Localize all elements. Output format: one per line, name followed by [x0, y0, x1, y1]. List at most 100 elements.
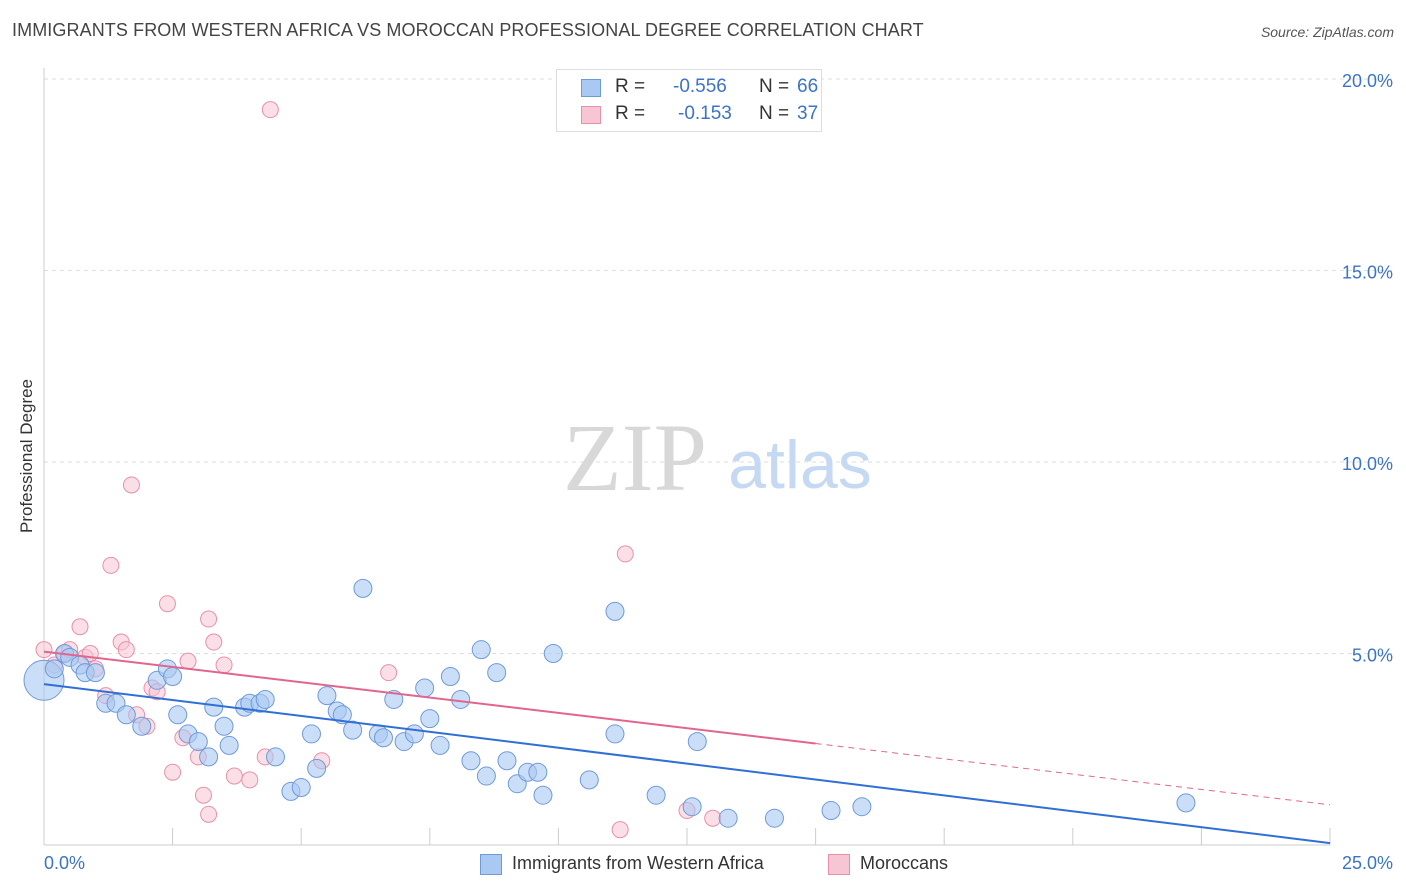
moroccans-point	[241, 771, 259, 789]
western-africa-point	[291, 778, 311, 798]
source-label: Source: ZipAtlas.com	[1260, 24, 1394, 40]
legend-r-label: R =	[615, 103, 646, 124]
y-tick-label: 20.0%	[1342, 71, 1393, 91]
moroccans-point	[380, 664, 398, 682]
legend-r-label: R =	[615, 76, 646, 97]
moroccans-trend-extension	[815, 743, 1331, 806]
x-tick-label: 0.0%	[44, 853, 85, 873]
correlation-legend: R = -0.556 N = 66 R = -0.153 N = 37	[556, 69, 822, 132]
western-africa-point	[85, 663, 105, 683]
western-africa-point	[301, 724, 321, 744]
y-tick-label: 10.0%	[1342, 454, 1393, 474]
western-africa-point	[579, 770, 599, 790]
western-africa-point	[415, 678, 435, 698]
western-africa-point	[605, 724, 625, 744]
moroccans-point	[164, 763, 182, 781]
western-africa-point	[214, 716, 234, 736]
moroccans-point	[158, 595, 176, 613]
western-africa-point	[687, 732, 707, 752]
axes	[43, 68, 1331, 846]
moroccans-point	[215, 656, 233, 674]
legend-n-value: 66	[797, 76, 819, 97]
western-africa-point	[132, 716, 152, 736]
western-africa-point	[163, 666, 183, 686]
moroccans-point	[122, 476, 140, 494]
trend-lines	[43, 650, 1331, 845]
western-africa-point	[487, 663, 507, 683]
western-africa-point	[718, 808, 738, 828]
legend-n-label: N =	[759, 103, 790, 124]
western-africa-point	[1176, 793, 1196, 813]
western-africa-point	[44, 659, 64, 679]
grid-lines	[44, 78, 1395, 654]
western-africa-point	[461, 751, 481, 771]
western-africa-point	[430, 735, 450, 755]
moroccans-point	[225, 767, 243, 785]
western-africa-point	[852, 797, 872, 817]
moroccans-point	[205, 633, 223, 651]
western-africa-point	[307, 758, 327, 778]
moroccans-point	[200, 805, 218, 823]
bottom-legend-swatch-blue	[480, 854, 502, 875]
western-africa-point	[476, 766, 496, 786]
y-tick-label: 15.0%	[1342, 263, 1393, 283]
chart-title: IMMIGRANTS FROM WESTERN AFRICA VS MOROCC…	[12, 20, 924, 40]
western-africa-point	[374, 728, 394, 748]
western-africa-point	[199, 747, 219, 767]
western-africa-point	[451, 689, 471, 709]
bottom-legend-label-pink: Moroccans	[860, 853, 949, 873]
moroccans-point	[704, 809, 722, 827]
bottom-legend-label-blue: Immigrants from Western Africa	[512, 853, 764, 873]
western-africa-point	[343, 720, 363, 740]
bottom-legend-swatch-pink	[828, 854, 850, 875]
moroccans-point	[179, 652, 197, 670]
western-africa-point	[332, 705, 352, 725]
western-africa-point	[255, 689, 275, 709]
y-tick-label: 5.0%	[1352, 646, 1393, 666]
tick-labels: 5.0% 10.0% 15.0% 20.0% 0.0% 25.0%	[44, 71, 1393, 873]
western-africa-point	[116, 705, 136, 725]
western-africa-point	[265, 747, 285, 767]
western-africa-point	[420, 709, 440, 729]
western-africa-point	[646, 785, 666, 805]
moroccans-point	[102, 556, 120, 574]
western-africa-point	[384, 689, 404, 709]
western-africa-point	[188, 732, 208, 752]
legend-swatch-blue	[581, 79, 601, 97]
watermark-atlas: atlas	[728, 427, 872, 503]
western-africa-trend-line	[43, 683, 1331, 845]
moroccans-point	[194, 786, 212, 804]
western-africa-point	[353, 578, 373, 598]
western-africa-point	[533, 785, 553, 805]
western-africa-point	[440, 666, 460, 686]
moroccans-trend-line	[43, 650, 816, 745]
x-tick-label: 25.0%	[1342, 853, 1393, 873]
western-africa-point	[764, 808, 784, 828]
moroccans-point	[71, 618, 89, 636]
watermark: ZIP atlas	[563, 404, 872, 511]
western-africa-point	[528, 762, 548, 782]
western-africa-point	[404, 724, 424, 744]
legend-r-value: -0.556	[673, 76, 727, 97]
legend-n-value: 37	[797, 103, 819, 124]
moroccans-point	[35, 641, 53, 659]
legend-r-value: -0.153	[678, 103, 732, 124]
moroccans-point	[200, 610, 218, 628]
moroccans-point	[616, 545, 634, 563]
western-africa-point	[497, 751, 517, 771]
western-africa-point	[605, 601, 625, 621]
western-africa-point	[682, 797, 702, 817]
moroccans-point	[117, 641, 135, 659]
western-africa-point	[219, 735, 239, 755]
legend-swatch-pink	[581, 106, 601, 124]
western-africa-point	[317, 686, 337, 706]
western-africa-point	[543, 644, 563, 663]
western-africa-point	[168, 705, 188, 725]
legend-n-label: N =	[759, 76, 790, 97]
western-africa-point	[471, 640, 491, 660]
moroccans-point	[611, 821, 629, 839]
western-africa-point	[821, 801, 841, 821]
western-africa-point	[204, 697, 224, 717]
moroccans-point	[261, 101, 279, 119]
